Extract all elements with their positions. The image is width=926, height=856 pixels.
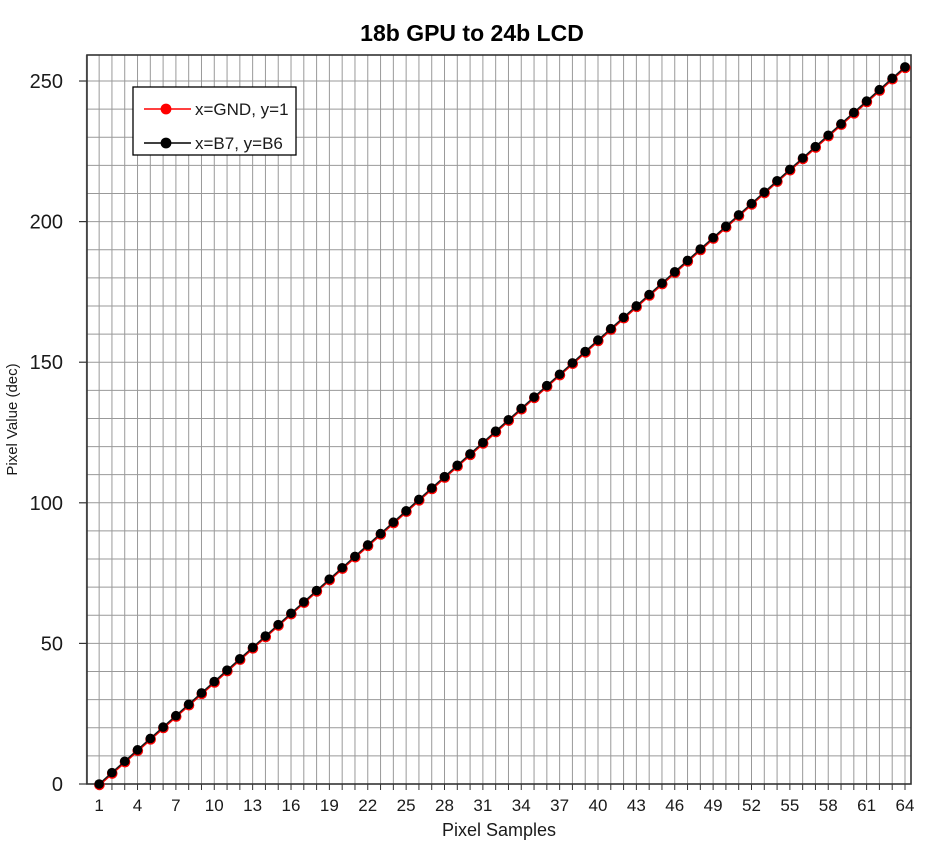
svg-text:22: 22 [358,796,377,815]
svg-text:18b GPU to 24b LCD: 18b GPU to 24b LCD [360,20,584,46]
svg-text:10: 10 [205,796,224,815]
svg-text:19: 19 [320,796,339,815]
svg-text:25: 25 [397,796,416,815]
svg-text:37: 37 [550,796,569,815]
svg-text:250: 250 [30,71,63,93]
svg-text:50: 50 [41,633,63,655]
svg-text:16: 16 [282,796,301,815]
svg-text:49: 49 [704,796,723,815]
svg-text:x=GND, y=1: x=GND, y=1 [195,100,289,119]
svg-text:34: 34 [512,796,531,815]
svg-text:100: 100 [30,493,63,515]
svg-text:64: 64 [896,796,915,815]
svg-text:7: 7 [171,796,180,815]
svg-text:58: 58 [819,796,838,815]
svg-text:40: 40 [589,796,608,815]
svg-text:43: 43 [627,796,646,815]
svg-text:46: 46 [665,796,684,815]
svg-text:28: 28 [435,796,454,815]
svg-text:Pixel Samples: Pixel Samples [442,820,556,840]
svg-text:55: 55 [780,796,799,815]
svg-text:4: 4 [133,796,142,815]
svg-text:Pixel Value (dec): Pixel Value (dec) [4,363,21,475]
svg-text:150: 150 [30,352,63,374]
svg-text:0: 0 [52,774,63,796]
svg-text:52: 52 [742,796,761,815]
svg-text:31: 31 [473,796,492,815]
svg-text:1: 1 [94,796,103,815]
svg-text:200: 200 [30,212,63,234]
svg-text:x=B7, y=B6: x=B7, y=B6 [195,134,283,153]
svg-text:61: 61 [857,796,876,815]
svg-text:13: 13 [243,796,262,815]
